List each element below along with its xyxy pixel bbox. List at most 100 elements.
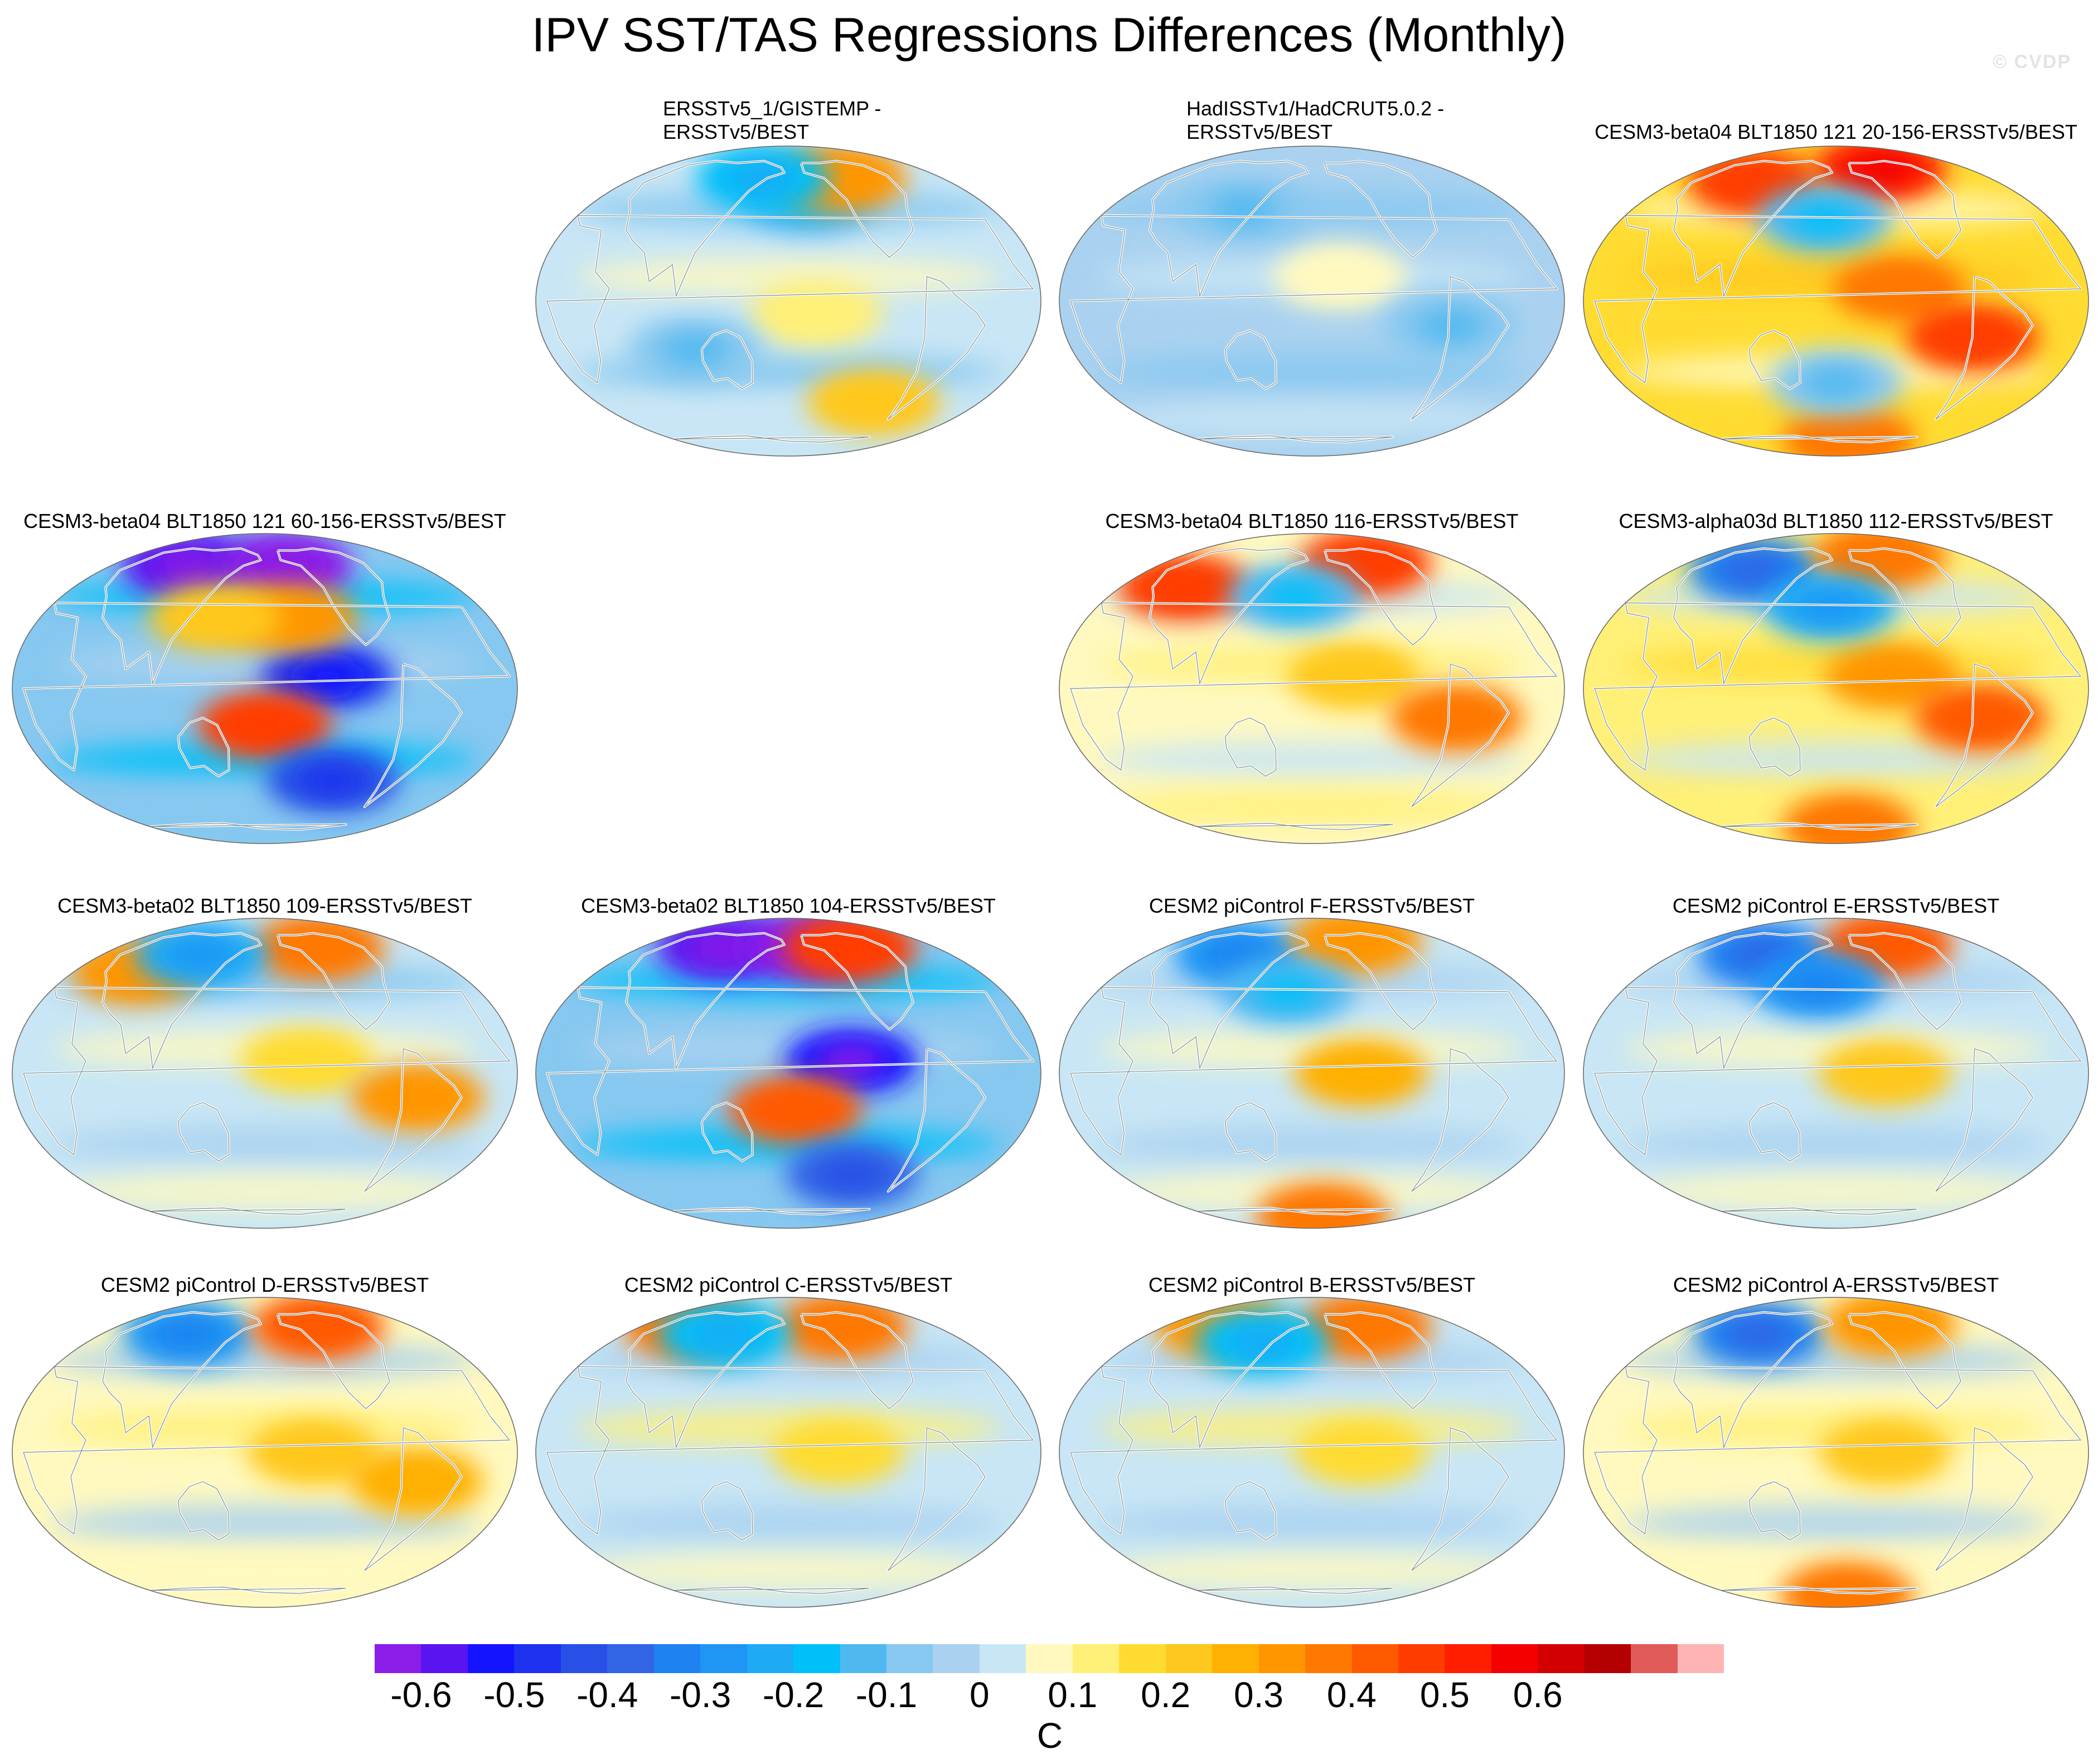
map-border bbox=[535, 1297, 1041, 1608]
robinson-map bbox=[12, 1297, 518, 1608]
anomaly-band bbox=[51, 788, 478, 826]
coastline-edge bbox=[1673, 933, 1833, 1070]
anomaly-core bbox=[1852, 1058, 1919, 1089]
coastline-edge bbox=[888, 276, 986, 420]
coastline-edge bbox=[1673, 1312, 1833, 1449]
coastline-edge bbox=[674, 1586, 870, 1594]
coastline-edge bbox=[178, 1102, 230, 1162]
anomaly-band bbox=[1098, 353, 1525, 391]
panel-title: CESM3-beta04 BLT1850 121 60-156-ERSSTv5/… bbox=[23, 510, 506, 532]
anomaly-band bbox=[575, 258, 1002, 296]
coastline-edge bbox=[1848, 1312, 1961, 1409]
map-border bbox=[535, 146, 1041, 457]
coastline-edge bbox=[801, 161, 914, 258]
colorbar-box bbox=[1677, 1644, 1724, 1673]
anomaly-core bbox=[1725, 1318, 1792, 1350]
coastline-edge bbox=[102, 548, 261, 685]
anomaly-core bbox=[729, 162, 796, 194]
robinson-map bbox=[1583, 533, 2089, 844]
colorbar-box bbox=[700, 1644, 747, 1673]
panel-title: ERSSTv5_1/GISTEMP - ERSSTv5/BEST bbox=[663, 97, 881, 143]
colorbar-tick-label: 0.6 bbox=[1513, 1675, 1563, 1715]
anomaly-band bbox=[51, 1341, 478, 1380]
coastline-edge bbox=[1594, 987, 2082, 1156]
anomaly-core bbox=[1306, 261, 1373, 293]
coastline-edge bbox=[1324, 1312, 1437, 1409]
colorbar-box bbox=[1165, 1644, 1213, 1673]
panel-title: CESM2 piControl F-ERSSTv5/BEST bbox=[1149, 894, 1475, 917]
colorbar-labels: -0.6 -0.5 -0.4 -0.3 -0.2 -0.1 0 0.1 0.2 0.3 0.4 0.5… bbox=[0, 1675, 2098, 1714]
robinson-map bbox=[12, 918, 518, 1229]
colorbar-box bbox=[560, 1644, 608, 1673]
coastline-edge bbox=[701, 1481, 753, 1541]
coastline-edge bbox=[801, 1312, 914, 1409]
figure-title: IPV SST/TAS Regressions Differences (Mon… bbox=[531, 8, 1567, 62]
coastline-edge bbox=[1225, 717, 1277, 777]
anomaly-core bbox=[1289, 1200, 1356, 1228]
anomaly-core bbox=[154, 1318, 221, 1350]
anomaly-core bbox=[154, 550, 221, 581]
anomaly-core bbox=[1796, 591, 1864, 623]
colorbar-tick-label: -0.4 bbox=[576, 1675, 638, 1715]
map-border bbox=[535, 918, 1041, 1229]
anomaly-core bbox=[1229, 1326, 1296, 1358]
coastline-edge bbox=[1070, 987, 1558, 1156]
panel-title: CESM2 piControl A-ERSSTv5/BEST bbox=[1673, 1273, 1999, 1296]
anomaly-band bbox=[1622, 1125, 2049, 1164]
coastline-edge bbox=[150, 1207, 346, 1215]
anomaly-core bbox=[181, 602, 249, 633]
map-border bbox=[1583, 918, 2089, 1229]
map-border bbox=[1059, 146, 1565, 457]
anomaly-core bbox=[1790, 203, 1858, 235]
robinson-map bbox=[1583, 146, 2089, 457]
anomaly-core bbox=[1327, 1058, 1395, 1089]
anomaly-core bbox=[1815, 423, 1882, 455]
colorbar-tick-label: -0.1 bbox=[855, 1675, 918, 1715]
coastline-edge bbox=[1197, 822, 1393, 830]
cvdp-watermark: © CVDP bbox=[1993, 51, 2071, 72]
robinson-map bbox=[535, 1297, 1041, 1608]
coastline-edge bbox=[1848, 548, 1961, 646]
coastline-edge bbox=[1324, 161, 1437, 258]
anomaly-core bbox=[384, 1082, 451, 1113]
anomaly-band bbox=[51, 1552, 478, 1590]
coastline-edge bbox=[1149, 161, 1309, 298]
robinson-map bbox=[1059, 1297, 1565, 1608]
colorbar-box bbox=[979, 1644, 1026, 1673]
colorbar-tick-label: 0.5 bbox=[1419, 1675, 1470, 1715]
coastline-edge bbox=[1721, 1586, 1917, 1594]
coastline-edge bbox=[801, 933, 914, 1030]
map-border bbox=[12, 1297, 518, 1608]
colorbar-box bbox=[514, 1644, 561, 1673]
colorbar-tick-label: 0.4 bbox=[1326, 1675, 1377, 1715]
coastline-edge bbox=[1749, 1102, 1801, 1162]
anomaly-core bbox=[382, 1466, 450, 1498]
coastline-edge bbox=[1749, 1481, 1801, 1541]
coastline-edge bbox=[626, 933, 785, 1070]
anomaly-band bbox=[1622, 1504, 2049, 1543]
panel-title: CESM2 piControl C-ERSSTv5/BEST bbox=[624, 1273, 953, 1296]
panel-title: CESM3-beta02 BLT1850 109-ERSSTv5/BEST bbox=[57, 894, 472, 917]
panel-title: CESM2 piControl D-ERSSTv5/BEST bbox=[100, 1273, 429, 1296]
map-panel: CESM2 piControl D-ERSSTv5/BEST bbox=[6, 1249, 524, 1617]
coastline-edge bbox=[1149, 548, 1309, 685]
coastline-edge bbox=[701, 1102, 753, 1162]
map-border bbox=[12, 918, 518, 1229]
map-border bbox=[1583, 533, 2089, 844]
anomaly-band bbox=[51, 1172, 478, 1211]
coastline-edge bbox=[1070, 215, 1558, 384]
colorbar-box bbox=[1491, 1644, 1538, 1673]
coastline-edge bbox=[1197, 1207, 1393, 1215]
anomaly-core bbox=[1254, 976, 1322, 1007]
anomaly-core bbox=[1210, 193, 1278, 225]
panel-title: CESM2 piControl E-ERSSTv5/BEST bbox=[1672, 894, 2000, 917]
robinson-map bbox=[1583, 1297, 2089, 1608]
map-panel: CESM3-beta02 BLT1850 104-ERSSTv5/BEST bbox=[529, 870, 1048, 1238]
colorbar-box bbox=[607, 1644, 654, 1673]
anomaly-band bbox=[1098, 1552, 1525, 1590]
coastline-edge bbox=[1411, 1048, 1509, 1192]
anomaly-band bbox=[1622, 740, 2049, 779]
coastline-edge bbox=[277, 548, 390, 646]
robinson-map bbox=[535, 918, 1041, 1229]
anomaly-core bbox=[168, 939, 235, 971]
